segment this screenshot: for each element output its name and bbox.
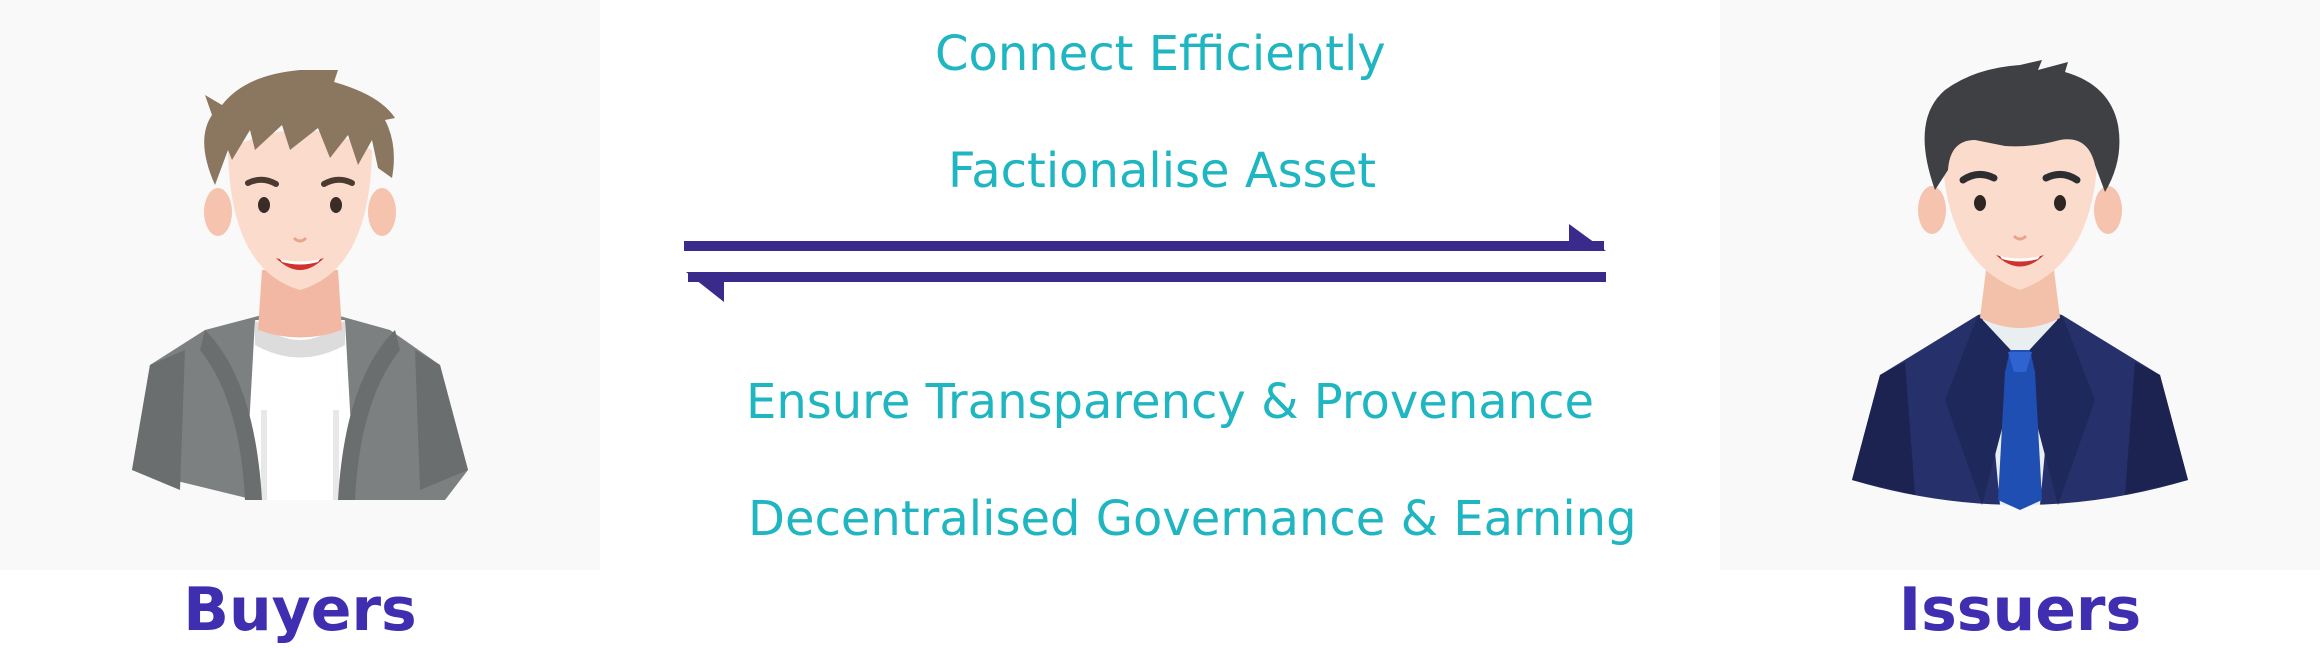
buyers-label: Buyers bbox=[183, 575, 417, 645]
benefit-connect-efficiently: Connect Efficiently bbox=[935, 26, 1386, 82]
issuers-label: Issuers bbox=[1898, 575, 2142, 645]
businessman-in-suit-avatar-icon bbox=[1852, 60, 2188, 510]
casual-young-man-avatar-icon bbox=[132, 70, 468, 500]
arrow-to-buyers-icon bbox=[686, 272, 1606, 302]
issuer-avatar-panel bbox=[1720, 0, 2320, 570]
two-way-exchange-arrows-icon bbox=[684, 224, 1606, 302]
benefit-transparency-provenance: Ensure Transparency & Provenance bbox=[746, 374, 1595, 430]
arrow-to-issuers-icon bbox=[684, 224, 1606, 251]
benefit-factionalise-asset: Factionalise Asset bbox=[948, 143, 1377, 199]
benefit-governance-earning: Decentralised Governance & Earning bbox=[748, 491, 1637, 547]
buyer-avatar-panel bbox=[0, 0, 600, 570]
